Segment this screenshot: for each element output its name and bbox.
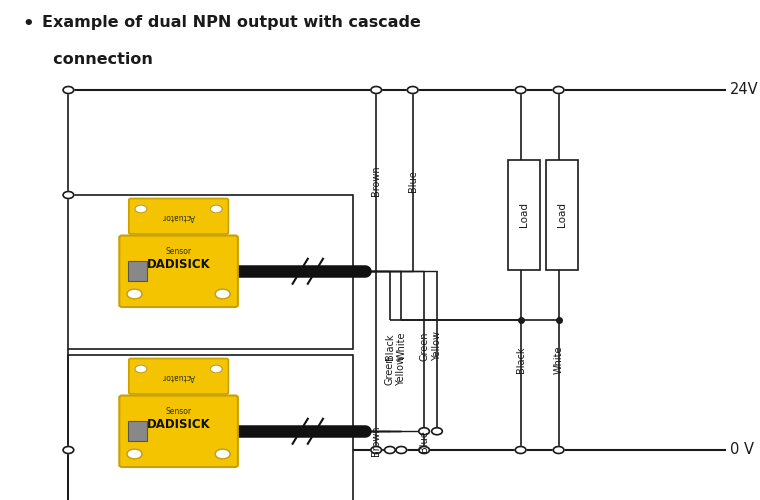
- Text: Example of dual NPN output with cascade: Example of dual NPN output with cascade: [42, 15, 421, 30]
- Circle shape: [515, 86, 526, 94]
- Circle shape: [135, 365, 147, 373]
- Bar: [68, 355, 353, 500]
- Circle shape: [515, 446, 526, 454]
- Text: Actuator: Actuator: [162, 212, 195, 221]
- Text: Blue: Blue: [407, 170, 418, 192]
- Text: Green: Green: [385, 356, 395, 386]
- Text: White: White: [396, 332, 407, 360]
- Text: connection: connection: [42, 52, 153, 68]
- Circle shape: [553, 446, 564, 454]
- Text: Yellow: Yellow: [396, 356, 407, 386]
- Text: 0 V: 0 V: [730, 442, 754, 458]
- Text: Blue: Blue: [419, 430, 429, 452]
- Text: Green: Green: [419, 332, 429, 361]
- Text: Yellow: Yellow: [432, 331, 442, 361]
- Text: DADISICK: DADISICK: [147, 258, 211, 271]
- Text: Sensor: Sensor: [166, 246, 192, 256]
- Bar: [508, 160, 540, 270]
- Text: Actuator: Actuator: [162, 372, 195, 381]
- Circle shape: [127, 289, 142, 299]
- Circle shape: [371, 446, 382, 454]
- Circle shape: [553, 86, 564, 94]
- Text: Brown: Brown: [371, 166, 382, 196]
- Circle shape: [63, 446, 74, 454]
- Text: Black: Black: [385, 333, 395, 359]
- Circle shape: [419, 446, 429, 454]
- FancyBboxPatch shape: [119, 396, 238, 467]
- Bar: [546, 160, 578, 270]
- Circle shape: [63, 192, 74, 198]
- Circle shape: [135, 205, 147, 213]
- Circle shape: [215, 289, 230, 299]
- Text: Load: Load: [556, 202, 567, 228]
- Circle shape: [210, 205, 222, 213]
- Circle shape: [215, 449, 230, 459]
- Text: Load: Load: [518, 202, 529, 228]
- Circle shape: [63, 86, 74, 94]
- Bar: [68, 195, 353, 349]
- FancyBboxPatch shape: [128, 198, 228, 234]
- FancyBboxPatch shape: [119, 236, 238, 307]
- Circle shape: [371, 86, 382, 94]
- Circle shape: [432, 428, 442, 434]
- Text: White: White: [553, 346, 564, 374]
- Text: Sensor: Sensor: [166, 406, 192, 416]
- FancyBboxPatch shape: [128, 262, 147, 281]
- Text: 24V: 24V: [730, 82, 758, 98]
- Text: Brown: Brown: [371, 426, 382, 456]
- Circle shape: [419, 428, 429, 434]
- Circle shape: [210, 365, 222, 373]
- Circle shape: [407, 86, 418, 94]
- Text: DADISICK: DADISICK: [147, 418, 211, 431]
- Circle shape: [127, 449, 142, 459]
- Circle shape: [385, 446, 395, 454]
- FancyBboxPatch shape: [128, 358, 228, 394]
- FancyBboxPatch shape: [128, 422, 147, 442]
- Circle shape: [396, 446, 407, 454]
- Text: Black: Black: [515, 347, 526, 373]
- Text: •: •: [23, 15, 34, 33]
